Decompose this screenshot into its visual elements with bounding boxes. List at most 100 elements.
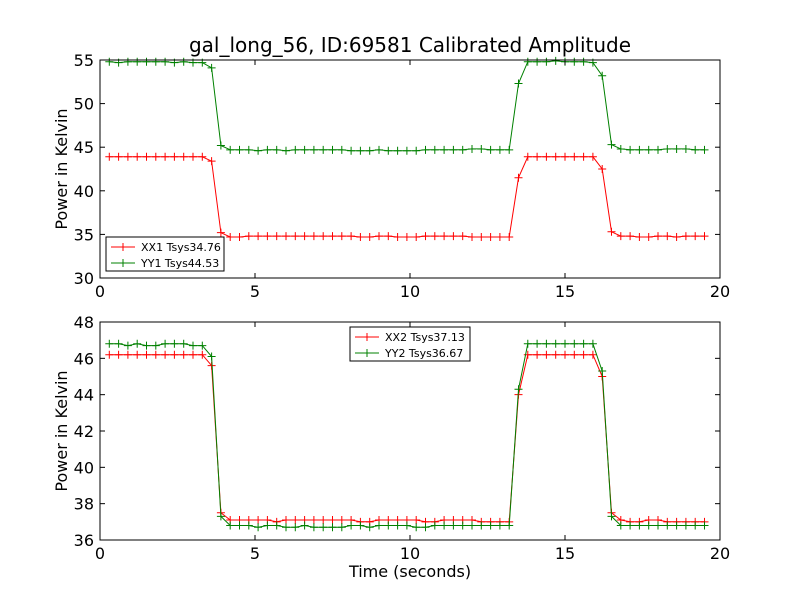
data-point xyxy=(319,232,328,241)
y-axis-label: Power in Kelvin xyxy=(52,370,71,491)
y-tick-label: 44 xyxy=(74,386,94,405)
data-point xyxy=(616,144,625,153)
data-point xyxy=(644,521,653,530)
data-point xyxy=(514,173,523,182)
data-point xyxy=(635,233,644,242)
data-point xyxy=(375,145,383,154)
data-point xyxy=(198,350,207,359)
data-point xyxy=(384,146,393,155)
data-point xyxy=(588,152,597,161)
x-tick-label: 15 xyxy=(555,282,575,301)
data-point xyxy=(644,145,653,154)
data-point xyxy=(449,521,458,530)
data-point xyxy=(105,339,114,348)
data-point xyxy=(207,157,216,166)
data-point xyxy=(570,152,579,161)
data-point xyxy=(412,523,421,532)
data-point xyxy=(458,232,467,241)
data-point xyxy=(402,233,411,242)
y-tick-label: 35 xyxy=(74,225,94,244)
y-tick-label: 50 xyxy=(74,95,94,114)
data-point xyxy=(551,152,560,161)
data-point xyxy=(486,233,495,242)
data-point xyxy=(151,350,160,359)
y-axis-label: Power in Kelvin xyxy=(52,108,71,229)
data-point xyxy=(440,521,449,530)
data-point xyxy=(207,352,216,361)
data-point xyxy=(207,63,216,72)
data-point xyxy=(300,521,309,530)
data-point xyxy=(384,521,393,530)
data-point xyxy=(123,57,132,66)
x-tick-label: 10 xyxy=(400,282,420,301)
data-point xyxy=(514,79,523,88)
data-point xyxy=(309,523,318,532)
panel-2: 0 5 10 15 20 36 38 40 42 44 46 48 Power in Kelvin Tim… xyxy=(52,313,730,581)
data-point xyxy=(468,521,476,530)
data-point xyxy=(691,145,700,154)
data-point xyxy=(244,521,253,530)
data-point xyxy=(179,339,188,348)
data-point xyxy=(495,145,504,154)
data-point xyxy=(486,521,495,530)
data-point xyxy=(328,523,337,532)
data-point xyxy=(114,350,123,359)
data-point xyxy=(681,232,690,241)
data-point xyxy=(133,152,142,161)
data-point xyxy=(412,146,421,155)
series-2 xyxy=(105,56,709,155)
data-point xyxy=(440,232,449,241)
data-point xyxy=(179,57,188,66)
data-point xyxy=(551,56,560,65)
data-point xyxy=(365,233,374,242)
data-point xyxy=(114,339,123,348)
data-point xyxy=(542,152,551,161)
data-point xyxy=(449,145,458,154)
data-point xyxy=(468,144,476,153)
data-point xyxy=(179,152,188,161)
data-point xyxy=(402,521,411,530)
x-tick-label: 20 xyxy=(710,544,730,563)
data-point xyxy=(393,233,402,242)
data-point xyxy=(356,521,365,530)
data-point xyxy=(514,385,523,394)
y-tick-label: 40 xyxy=(74,182,94,201)
data-point xyxy=(189,341,197,350)
data-point xyxy=(142,152,151,161)
data-point xyxy=(402,146,411,155)
data-point xyxy=(542,57,551,66)
data-point xyxy=(691,521,700,530)
data-point xyxy=(579,152,588,161)
data-point xyxy=(607,227,616,236)
panel-1: 0 5 10 15 20 30 35 40 45 50 55 gal_long_56, ID:6958… xyxy=(52,33,730,301)
legend-box xyxy=(105,236,225,272)
data-point xyxy=(542,339,551,348)
data-point xyxy=(598,165,607,173)
data-point xyxy=(151,341,160,350)
data-point xyxy=(161,152,170,161)
data-point xyxy=(626,232,635,241)
legend-label: YY2 Tsys36.67 xyxy=(384,347,463,360)
data-point xyxy=(142,341,151,350)
data-point xyxy=(440,145,449,154)
x-tick-label: 10 xyxy=(400,544,420,563)
data-point xyxy=(254,523,263,532)
x-axis-label: Time (seconds) xyxy=(348,562,471,581)
data-point xyxy=(356,146,365,155)
data-point xyxy=(347,232,356,241)
data-point xyxy=(523,152,532,161)
data-point xyxy=(421,523,430,532)
series-line xyxy=(109,354,705,523)
data-point xyxy=(170,152,179,161)
y-tick-label: 30 xyxy=(74,269,94,288)
legend-entry: YY2 Tsys36.67 xyxy=(355,347,463,360)
y-tick-label: 36 xyxy=(74,531,94,550)
x-tick-label: 20 xyxy=(710,282,730,301)
data-point xyxy=(430,232,439,241)
data-point xyxy=(468,233,476,242)
data-point xyxy=(449,232,458,241)
data-point xyxy=(495,233,504,242)
data-point xyxy=(282,516,290,525)
data-point xyxy=(607,512,616,521)
series-line xyxy=(109,343,705,528)
